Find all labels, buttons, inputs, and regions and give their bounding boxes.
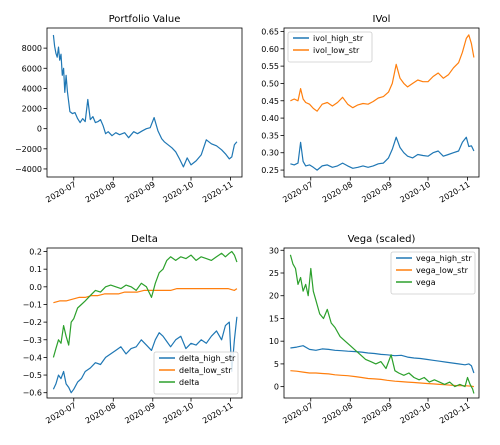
chart-title: Portfolio Value (109, 14, 181, 25)
legend-entry: delta_high_str (179, 354, 236, 363)
chart-panel-3: Delta0.20.10.0−0.1−0.2−0.3−0.4−0.5−0.620… (23, 234, 243, 426)
chart-panel-2: IVol 0.25 0.30 0.35 0.40 0.45 0.50 0.55 0.60 0.65… (261, 14, 480, 205)
series-line-delta_low_str (53, 288, 238, 304)
y-tick-label: 0.55 (261, 62, 279, 71)
legend-entry: vega_low_str (416, 266, 469, 275)
series-line-vega_low_str (290, 370, 474, 388)
y-tick-label: 0.65 (261, 27, 279, 36)
y-tick-label: 5 (274, 360, 279, 369)
x-tick-label: 2020-07 (281, 401, 314, 426)
legend-frame (390, 251, 476, 295)
y-tick-label: −4000 (15, 165, 42, 174)
x-tick-label: 2020-09 (123, 401, 156, 426)
legend-entry: delta_low_str (179, 366, 232, 375)
axes-frame (46, 247, 243, 399)
plot-area (52, 34, 238, 168)
x-tick-label: 2020-10 (162, 401, 195, 426)
y-tick-label: 0.1 (29, 265, 42, 274)
x-tick-label: 2020-07 (281, 180, 314, 205)
y-tick-label: 30 (269, 246, 279, 255)
y-tick-label: −0.4 (23, 353, 42, 362)
legend-entry: vega_high_str (416, 254, 472, 263)
y-tick-label: −0.5 (23, 371, 42, 380)
y-tick-label: 0.50 (261, 79, 279, 88)
legend-frame (153, 351, 239, 395)
x-tick-label: 2020-10 (399, 180, 432, 205)
y-tick-label: −0.6 (23, 389, 42, 398)
y-tick-label: −0.2 (23, 318, 42, 327)
x-tick-label: 2020-07 (44, 401, 77, 426)
y-tick-label: 0.60 (261, 45, 279, 54)
axes-frame (283, 247, 480, 399)
y-tick-label: −0.3 (23, 336, 42, 345)
x-tick-label: 2020-08 (321, 401, 354, 426)
y-tick-label: 15 (269, 314, 279, 323)
series-line-vega_high_str (290, 345, 475, 374)
y-tick-label: 0.30 (261, 149, 279, 158)
legend-entry: ivol_low_str (313, 46, 360, 55)
x-tick-label: 2020-08 (84, 401, 117, 426)
y-tick-label: 6000 (22, 64, 42, 73)
series-line-ivol_high_str (290, 136, 475, 171)
y-tick-label: 10 (269, 337, 279, 346)
series-line-ivol_low_str (290, 34, 475, 112)
series-line-series-1 (52, 34, 238, 168)
x-tick-label: 2020-10 (162, 180, 195, 205)
legend-entry: vega (416, 278, 436, 287)
y-tick-label: 25 (269, 269, 279, 278)
series-line-delta (52, 250, 238, 358)
x-tick-label: 2020-11 (438, 401, 471, 426)
series-line-vega (289, 254, 475, 394)
x-tick-label: 2020-09 (360, 180, 393, 205)
plot-area (289, 254, 475, 394)
y-tick-label: −2000 (15, 145, 42, 154)
y-tick-label: 0 (274, 383, 279, 392)
y-tick-label: 0.45 (261, 97, 279, 106)
legend-entry: delta (179, 378, 199, 387)
legend-frame (287, 31, 373, 63)
chart-title: IVol (373, 14, 391, 25)
x-tick-label: 2020-11 (438, 180, 471, 205)
y-tick-label: 0 (37, 125, 42, 134)
y-tick-label: 0.25 (261, 166, 279, 175)
series-line-delta_high_str (52, 316, 238, 394)
x-tick-label: 2020-09 (360, 401, 393, 426)
y-tick-label: 2000 (22, 105, 42, 114)
x-tick-label: 2020-11 (201, 401, 234, 426)
axes-frame (46, 27, 243, 178)
x-tick-label: 2020-07 (44, 180, 77, 205)
chart-panel-1: Portfolio Value 8000 6000 4000 2000 0 −2000 −40… (15, 14, 243, 205)
plot-area (290, 34, 475, 171)
y-tick-label: 0.35 (261, 131, 279, 140)
x-tick-label: 2020-09 (123, 180, 156, 205)
legend-entry: ivol_high_str (313, 34, 364, 43)
y-tick-label: 20 (269, 292, 279, 301)
axes-frame (283, 27, 480, 178)
y-tick-label: 0.2 (29, 248, 42, 257)
y-tick-label: −0.1 (23, 300, 42, 309)
y-tick-label: 8000 (22, 44, 42, 53)
legend: ivol_high_str ivol_low_str (287, 31, 373, 63)
y-tick-label: 0.40 (261, 114, 279, 123)
x-tick-label: 2020-10 (399, 401, 432, 426)
x-tick-label: 2020-11 (201, 180, 234, 205)
x-tick-label: 2020-08 (321, 180, 354, 205)
y-tick-label: 0.0 (29, 283, 42, 292)
chart-title: Vega (scaled) (348, 234, 416, 245)
x-tick-label: 2020-08 (84, 180, 117, 205)
plot-area (52, 250, 238, 394)
y-tick-label: 4000 (22, 84, 42, 93)
chart-title: Delta (131, 234, 158, 245)
